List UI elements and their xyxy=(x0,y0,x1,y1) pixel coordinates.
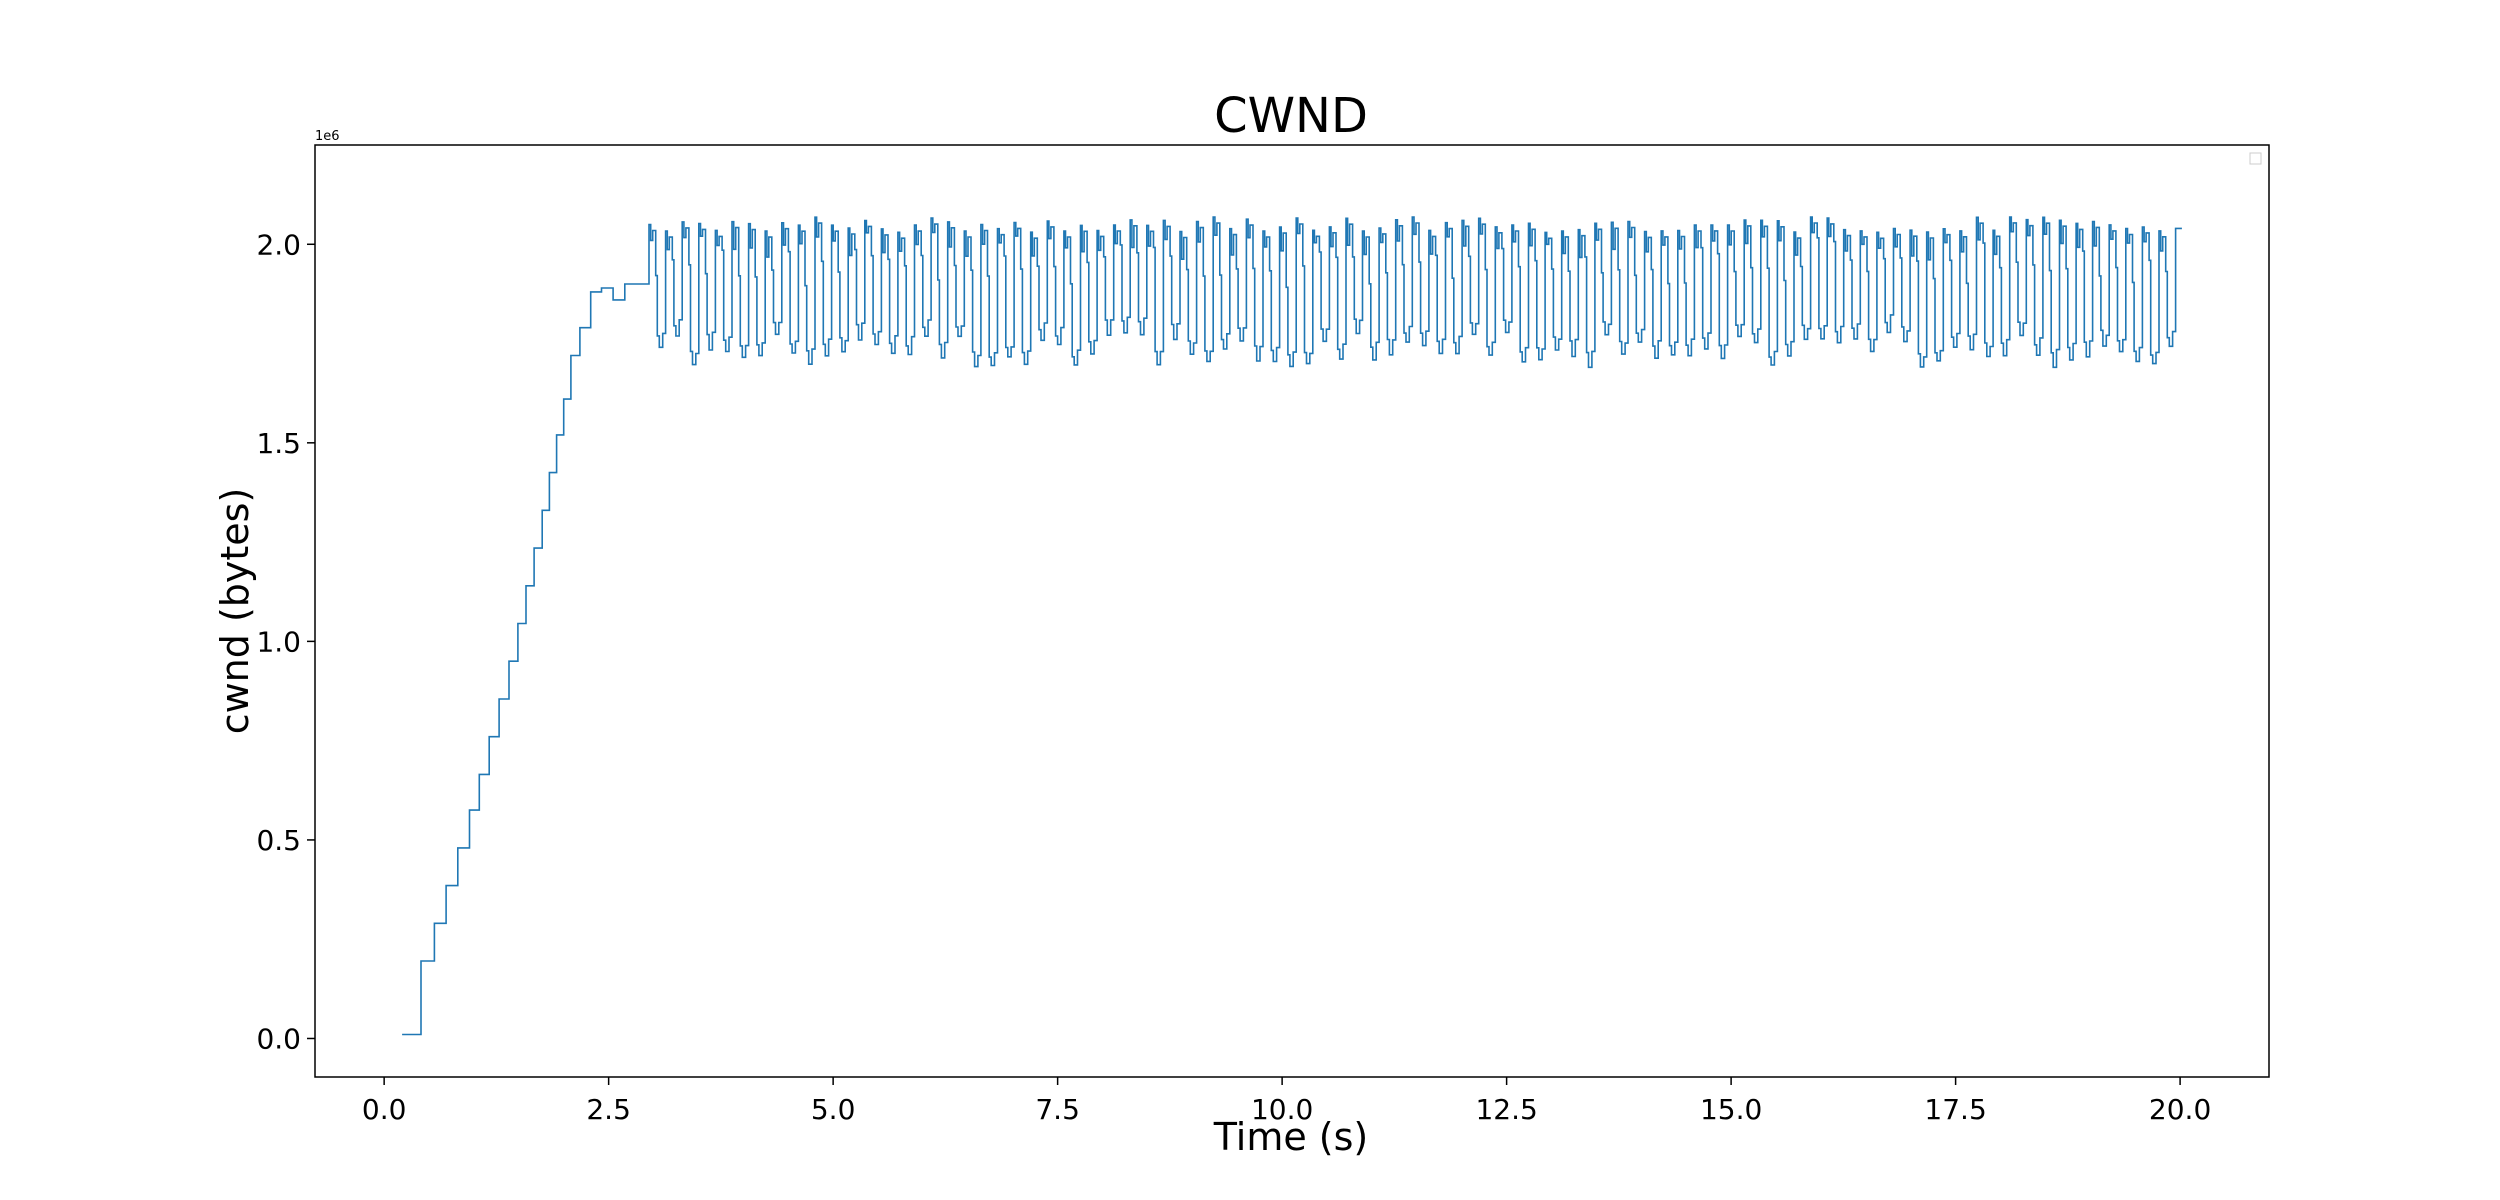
y-axis-title: cwnd (bytes) xyxy=(213,488,257,735)
x-tick-label: 15.0 xyxy=(1700,1093,1762,1126)
x-axis-title: Time (s) xyxy=(1213,1115,1369,1159)
legend-box xyxy=(2249,152,2262,165)
x-tick-label: 0.0 xyxy=(362,1093,407,1126)
x-tick-label: 2.5 xyxy=(586,1093,631,1126)
x-tick-label: 17.5 xyxy=(1924,1093,1986,1126)
y-tick-label: 2.0 xyxy=(256,228,301,261)
axes-frame xyxy=(314,144,2270,1078)
x-tick-label: 10.0 xyxy=(1251,1093,1313,1126)
x-tick-label: 5.0 xyxy=(811,1093,856,1126)
x-tick-label: 20.0 xyxy=(2149,1093,2211,1126)
chart-title: CWND xyxy=(1214,88,1368,144)
plot-line-group xyxy=(402,216,2182,1036)
y-axis-offset-label: 1e6 xyxy=(315,129,340,144)
y-tick-label: 1.5 xyxy=(256,427,301,460)
y-axis-ticks: 0.0 0.5 1.0 1.5 2.0 xyxy=(256,228,315,1055)
y-tick-label: 0.5 xyxy=(256,824,301,857)
x-tick-label: 7.5 xyxy=(1035,1093,1080,1126)
x-axis-ticks: 0.0 2.5 5.0 7.5 10.0 12.5 15.0 17.5 20.0 xyxy=(362,1077,2211,1126)
cwnd-series-line xyxy=(402,216,2182,1036)
y-tick-label: 0.0 xyxy=(256,1022,301,1055)
y-tick-label: 1.0 xyxy=(256,625,301,658)
x-tick-label: 12.5 xyxy=(1475,1093,1537,1126)
